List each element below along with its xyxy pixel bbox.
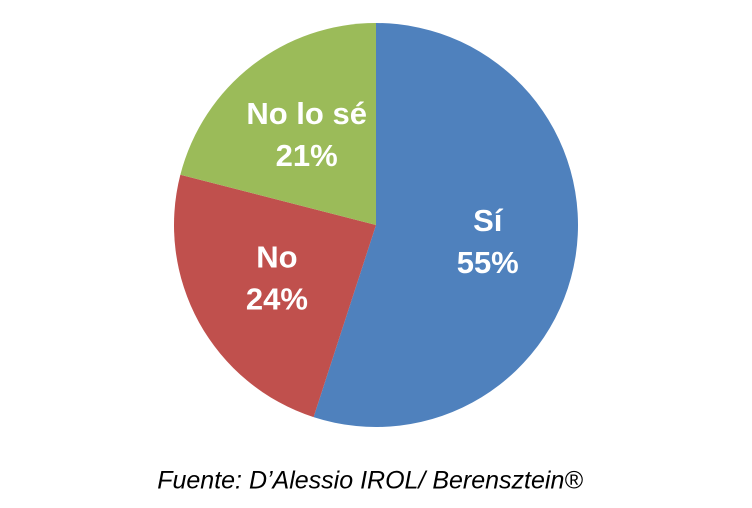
slice-label: No [256, 240, 297, 275]
value-label: 21% [276, 138, 338, 173]
slice-label: Sí [473, 203, 504, 238]
source-note: Fuente: D’Alessio IROL/ Berensztein® [157, 467, 583, 495]
pie-slice [174, 174, 376, 418]
value-label: 24% [246, 282, 308, 317]
slice-label: No lo sé [246, 96, 367, 131]
pie-slice [180, 23, 376, 225]
pie-slice [313, 23, 578, 427]
value-label: 55% [457, 245, 519, 280]
